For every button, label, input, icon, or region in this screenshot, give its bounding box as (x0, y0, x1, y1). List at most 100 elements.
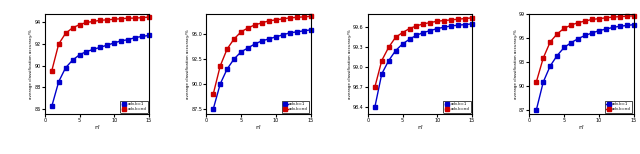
adv.b=1 (413, 34, 420, 36)
adv.b=1 (609, 26, 616, 28)
adv.b=nd (265, 20, 273, 22)
Line: adv.b=nd: adv.b=nd (50, 15, 151, 73)
Y-axis label: average classification accuracy/%: average classification accuracy/% (513, 29, 518, 99)
adv.b=nd (209, 93, 217, 95)
adv.b=nd (138, 17, 146, 18)
adv.b=nd (602, 17, 610, 19)
adv.b=1 (258, 40, 266, 42)
adv.b=1 (293, 31, 301, 33)
adv.b=nd (413, 25, 420, 27)
adv.b=1 (145, 34, 153, 36)
adv.b=nd (90, 20, 97, 22)
adv.b=1 (111, 42, 118, 44)
adv.b=nd (111, 18, 118, 20)
adv.b=1 (426, 30, 434, 31)
adv.b=1 (76, 54, 83, 56)
adv.b=1 (581, 34, 589, 36)
adv.b=1 (468, 23, 476, 25)
adv.b=1 (392, 50, 399, 51)
adv.b=1 (399, 43, 406, 45)
adv.b=nd (251, 24, 259, 26)
adv.b=nd (279, 18, 287, 20)
adv.b=1 (131, 37, 139, 38)
adv.b=nd (385, 46, 392, 48)
adv.b=nd (293, 16, 301, 18)
adv.b=nd (272, 19, 280, 21)
Line: adv.b=1: adv.b=1 (534, 23, 636, 112)
Legend: adv.b=1, adv.b=nd: adv.b=1, adv.b=nd (120, 101, 148, 113)
adv.b=1 (48, 105, 56, 107)
adv.b=nd (124, 17, 132, 19)
adv.b=1 (433, 28, 441, 29)
adv.b=1 (595, 30, 603, 32)
Legend: adv.b=1, adv.b=nd: adv.b=1, adv.b=nd (605, 101, 632, 113)
adv.b=1 (454, 24, 462, 26)
adv.b=nd (307, 15, 314, 17)
adv.b=1 (406, 38, 413, 40)
X-axis label: n': n' (255, 125, 261, 130)
adv.b=nd (595, 18, 603, 20)
adv.b=nd (300, 16, 307, 18)
adv.b=nd (399, 32, 406, 33)
adv.b=nd (131, 17, 139, 19)
adv.b=nd (406, 28, 413, 29)
adv.b=1 (307, 29, 314, 31)
Line: adv.b=nd: adv.b=nd (534, 14, 636, 84)
adv.b=1 (230, 58, 238, 60)
adv.b=nd (609, 16, 616, 18)
Line: adv.b=nd: adv.b=nd (212, 15, 312, 96)
Legend: adv.b=1, adv.b=nd: adv.b=1, adv.b=nd (443, 101, 471, 113)
adv.b=1 (124, 39, 132, 41)
X-axis label: n': n' (579, 125, 584, 130)
adv.b=1 (251, 43, 259, 45)
adv.b=nd (68, 27, 76, 29)
adv.b=1 (216, 83, 224, 85)
adv.b=1 (630, 24, 637, 26)
adv.b=1 (602, 28, 610, 30)
adv.b=nd (630, 15, 637, 17)
Y-axis label: average classification accuracy/%: average classification accuracy/% (29, 29, 33, 99)
adv.b=1 (574, 38, 582, 40)
Legend: adv.b=1, adv.b=nd: adv.b=1, adv.b=nd (282, 101, 309, 113)
adv.b=1 (272, 36, 280, 38)
adv.b=nd (554, 33, 561, 35)
adv.b=nd (547, 41, 554, 43)
adv.b=nd (574, 22, 582, 24)
adv.b=1 (97, 46, 104, 48)
adv.b=1 (547, 65, 554, 67)
adv.b=1 (616, 25, 623, 27)
Line: adv.b=nd: adv.b=nd (373, 16, 474, 89)
adv.b=nd (454, 18, 462, 20)
X-axis label: n': n' (94, 125, 100, 130)
adv.b=nd (468, 17, 476, 19)
adv.b=nd (48, 70, 56, 72)
adv.b=1 (68, 59, 76, 61)
adv.b=nd (216, 65, 224, 67)
adv.b=nd (461, 18, 469, 19)
adv.b=nd (420, 23, 428, 25)
adv.b=nd (567, 24, 575, 26)
adv.b=1 (300, 30, 307, 32)
adv.b=nd (426, 22, 434, 23)
adv.b=nd (623, 15, 630, 17)
adv.b=1 (90, 49, 97, 50)
adv.b=nd (378, 60, 385, 61)
adv.b=1 (83, 51, 90, 53)
adv.b=1 (420, 32, 428, 33)
adv.b=nd (581, 20, 589, 22)
adv.b=1 (385, 60, 392, 61)
adv.b=nd (532, 81, 540, 83)
adv.b=nd (447, 19, 455, 21)
adv.b=1 (560, 47, 568, 48)
adv.b=1 (461, 24, 469, 25)
adv.b=nd (286, 17, 294, 19)
adv.b=1 (371, 106, 379, 108)
adv.b=1 (265, 38, 273, 40)
adv.b=1 (117, 40, 125, 42)
adv.b=nd (104, 19, 111, 21)
adv.b=nd (117, 18, 125, 20)
adv.b=nd (55, 43, 63, 45)
adv.b=nd (616, 16, 623, 18)
adv.b=1 (237, 51, 245, 53)
adv.b=1 (588, 32, 596, 34)
